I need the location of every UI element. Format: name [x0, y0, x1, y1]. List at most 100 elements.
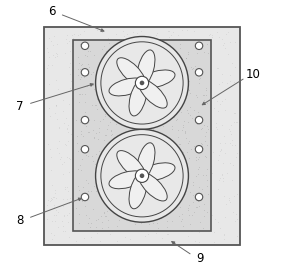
Point	[195, 122, 200, 127]
Point	[135, 82, 140, 86]
Point	[91, 117, 96, 122]
Point	[163, 61, 168, 65]
Point	[174, 172, 178, 176]
Point	[121, 111, 126, 115]
Point	[108, 78, 112, 83]
Point	[69, 96, 74, 100]
Point	[100, 68, 105, 72]
Point	[110, 97, 114, 101]
Point	[48, 168, 53, 172]
Point	[223, 141, 227, 146]
Point	[124, 163, 128, 167]
Point	[177, 220, 181, 224]
Point	[167, 29, 172, 33]
Point	[160, 124, 165, 128]
Point	[97, 213, 102, 217]
Point	[131, 207, 135, 212]
Point	[140, 85, 145, 89]
Point	[133, 76, 137, 80]
Point	[178, 114, 182, 118]
Point	[191, 183, 196, 187]
Point	[194, 203, 199, 207]
Point	[213, 217, 218, 221]
Point	[66, 39, 71, 44]
Point	[50, 63, 55, 67]
Point	[99, 112, 103, 117]
Point	[207, 105, 211, 110]
Point	[64, 154, 69, 159]
Point	[167, 204, 172, 209]
Point	[65, 213, 70, 218]
Point	[219, 147, 224, 152]
Point	[204, 92, 209, 97]
Point	[131, 78, 136, 82]
Point	[183, 131, 187, 136]
Point	[158, 130, 162, 134]
Point	[52, 195, 57, 199]
Point	[175, 186, 179, 190]
Point	[137, 184, 142, 188]
Point	[182, 192, 187, 196]
Point	[180, 163, 184, 167]
Point	[143, 126, 147, 130]
Point	[82, 202, 87, 206]
Point	[90, 129, 95, 134]
Point	[164, 123, 169, 127]
Point	[197, 43, 202, 48]
Point	[103, 214, 107, 218]
Point	[214, 125, 218, 129]
Point	[204, 130, 209, 135]
Point	[193, 57, 198, 62]
Point	[132, 56, 137, 60]
Point	[102, 70, 107, 75]
Point	[153, 63, 158, 67]
Point	[72, 173, 76, 178]
Point	[118, 126, 123, 130]
Point	[172, 149, 177, 153]
Point	[105, 140, 109, 145]
Point	[158, 209, 163, 214]
Point	[124, 145, 128, 149]
Point	[214, 120, 218, 125]
Point	[197, 73, 202, 77]
Point	[103, 132, 108, 137]
Point	[80, 92, 85, 97]
Point	[60, 172, 65, 176]
Point	[137, 54, 142, 59]
Point	[210, 171, 214, 175]
Point	[95, 230, 100, 235]
Point	[120, 144, 125, 149]
Point	[187, 88, 191, 92]
Point	[154, 207, 158, 212]
Point	[227, 161, 232, 165]
Point	[106, 147, 110, 151]
Point	[179, 212, 184, 216]
Point	[69, 79, 74, 83]
Point	[146, 232, 150, 237]
Point	[107, 156, 112, 161]
Point	[77, 108, 82, 113]
Point	[190, 227, 194, 231]
Circle shape	[135, 169, 149, 182]
Point	[173, 73, 178, 77]
Point	[86, 189, 91, 193]
Point	[161, 135, 165, 139]
Point	[115, 62, 120, 67]
Point	[158, 91, 162, 95]
Point	[171, 45, 175, 49]
Point	[112, 96, 116, 100]
Point	[204, 143, 209, 147]
Point	[204, 98, 209, 102]
Point	[220, 123, 224, 127]
Point	[191, 68, 196, 73]
Point	[136, 214, 141, 219]
Point	[95, 97, 99, 101]
Point	[193, 222, 198, 226]
Point	[105, 105, 109, 110]
Ellipse shape	[109, 78, 145, 96]
Point	[208, 51, 213, 55]
Point	[167, 35, 171, 39]
Point	[83, 153, 88, 158]
Point	[183, 68, 187, 72]
Point	[65, 139, 70, 143]
